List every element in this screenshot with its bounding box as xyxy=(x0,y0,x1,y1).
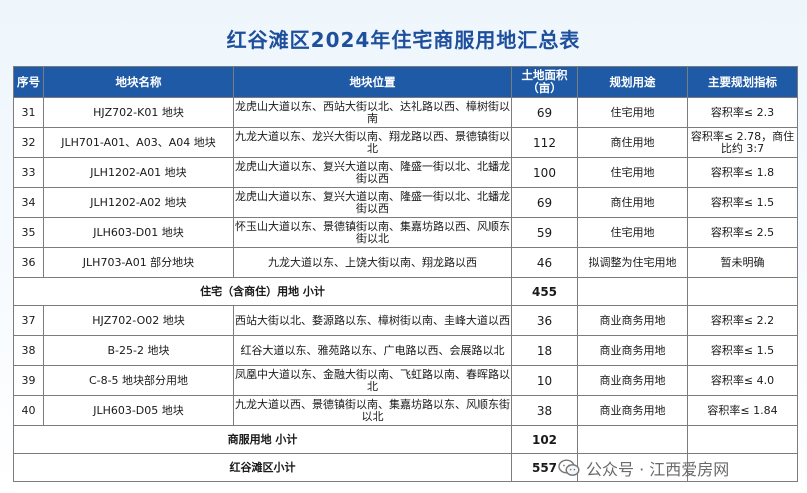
table-row: 32 JLH701-A01、A03、A04 地块 九龙大道以东、龙兴大街以南、翔… xyxy=(13,127,798,158)
cell-use: 商业商务用地 xyxy=(577,365,688,396)
cell-indicator: 暂未明确 xyxy=(687,247,798,278)
cell-use: 住宅用地 xyxy=(577,157,688,188)
cell-indicator: 容积率≤ 2.78，商住比约 3:7 xyxy=(687,127,798,158)
subtotal-area: 102 xyxy=(511,425,578,454)
cell-name: JLH703-A01 部分地块 xyxy=(43,247,234,278)
cell-indicator: 容积率≤ 1.8 xyxy=(687,157,798,188)
table-row: 39 C-8-5 地块部分用地 凤凰中大道以东、金融大街以南、飞虹路以南、春晖路… xyxy=(13,365,798,396)
footer-text: 公众号 · 江西爱房网 xyxy=(586,460,730,479)
table-row: 36 JLH703-A01 部分地块 九龙大道以东、上饶大街以南、翔龙路以西 4… xyxy=(13,247,798,278)
cell-name: JLH1202-A02 地块 xyxy=(43,187,234,218)
page-title: 红谷滩区2024年住宅商服用地汇总表 xyxy=(226,28,581,52)
cell-name: C-8-5 地块部分用地 xyxy=(43,365,234,396)
cell-no: 33 xyxy=(13,157,44,188)
cell-location: 西站大街以北、婺源路以东、樟树街以南、圭峰大道以西 xyxy=(233,305,512,336)
cell-use: 商住用地 xyxy=(577,187,688,218)
header-name: 地块名称 xyxy=(43,66,234,98)
cell-indicator: 容积率≤ 2.2 xyxy=(687,305,798,336)
subtotal-empty-indicator xyxy=(687,425,798,454)
cell-area: 100 xyxy=(511,157,578,188)
cell-area: 69 xyxy=(511,187,578,218)
table-row: 35 JLH603-D01 地块 怀玉山大道以东、景德镇街以南、集嘉坊路以西、风… xyxy=(13,217,798,248)
subtotal-row-commercial: 商服用地 小计 102 xyxy=(13,425,798,454)
table-row: 37 HJZ702-O02 地块 西站大街以北、婺源路以东、樟树街以南、圭峰大道… xyxy=(13,305,798,336)
subtotal-row-residential: 住宅（含商住）用地 小计 455 xyxy=(13,277,798,306)
cell-no: 34 xyxy=(13,187,44,218)
header-area-line2: （亩） xyxy=(527,81,562,95)
cell-area: 18 xyxy=(511,335,578,366)
cell-indicator: 容积率≤ 2.3 xyxy=(687,97,798,128)
cell-area: 59 xyxy=(511,217,578,248)
cell-indicator: 容积率≤ 1.84 xyxy=(687,395,798,426)
subtotal-label: 商服用地 小计 xyxy=(13,425,512,454)
cell-indicator: 容积率≤ 1.5 xyxy=(687,335,798,366)
subtotal-empty-use xyxy=(577,425,688,454)
cell-area: 10 xyxy=(511,365,578,396)
cell-location: 龙虎山大道以东、复兴大道以南、隆盛一街以北、北蟠龙街以西 xyxy=(233,187,512,218)
subtotal-label: 住宅（含商住）用地 小计 xyxy=(13,277,512,306)
cell-use: 商业商务用地 xyxy=(577,395,688,426)
total-label: 红谷滩区小计 xyxy=(13,453,512,482)
cell-area: 36 xyxy=(511,305,578,336)
cell-location: 凤凰中大道以东、金融大街以南、飞虹路以南、春晖路以北 xyxy=(233,365,512,396)
cell-use: 商业商务用地 xyxy=(577,305,688,336)
subtotal-empty-indicator xyxy=(687,277,798,306)
cell-location: 九龙大道以东、龙兴大街以南、翔龙路以西、景德镇街以北 xyxy=(233,127,512,158)
cell-no: 39 xyxy=(13,365,44,396)
cell-no: 37 xyxy=(13,305,44,336)
cell-area: 46 xyxy=(511,247,578,278)
wechat-icon xyxy=(558,459,580,476)
cell-name: JLH603-D01 地块 xyxy=(43,217,234,248)
cell-name: JLH701-A01、A03、A04 地块 xyxy=(43,127,234,158)
table-row: 33 JLH1202-A01 地块 龙虎山大道以东、复兴大道以南、隆盛一街以北、… xyxy=(13,157,798,188)
land-summary-table: 序号 地块名称 地块位置 土地面积 （亩） 规划用途 主要规划指标 31 HJZ7… xyxy=(13,66,798,482)
header-use: 规划用途 xyxy=(577,66,688,98)
cell-use: 商住用地 xyxy=(577,127,688,158)
header-area-line1: 土地面积 xyxy=(521,68,568,82)
cell-location: 龙虎山大道以东、复兴大道以南、隆盛一街以北、北蟠龙街以西 xyxy=(233,157,512,188)
table-row: 31 HJZ702-K01 地块 龙虎山大道以东、西站大街以北、达礼路以西、樟树… xyxy=(13,97,798,128)
cell-location: 九龙大道以西、景德镇街以南、集嘉坊路以东、风顺东街以北 xyxy=(233,395,512,426)
table-row: 34 JLH1202-A02 地块 龙虎山大道以东、复兴大道以南、隆盛一街以北、… xyxy=(13,187,798,218)
cell-location: 九龙大道以东、上饶大街以南、翔龙路以西 xyxy=(233,247,512,278)
cell-no: 40 xyxy=(13,395,44,426)
cell-name: HJZ702-O02 地块 xyxy=(43,305,234,336)
cell-name: JLH603-D05 地块 xyxy=(43,395,234,426)
table-header-row: 序号 地块名称 地块位置 土地面积 （亩） 规划用途 主要规划指标 xyxy=(13,66,798,98)
cell-location: 怀玉山大道以东、景德镇街以南、集嘉坊路以西、风顺东街以北 xyxy=(233,217,512,248)
total-row: 红谷滩区小计 557 xyxy=(13,453,798,482)
footer-credit: 公众号 · 江西爱房网 xyxy=(558,456,729,480)
subtotal-empty-use xyxy=(577,277,688,306)
total-empty-indicator xyxy=(687,453,798,482)
subtotal-area: 455 xyxy=(511,277,578,306)
cell-area: 112 xyxy=(511,127,578,158)
cell-no: 36 xyxy=(13,247,44,278)
cell-no: 35 xyxy=(13,217,44,248)
table-row: 38 B-25-2 地块 红谷大道以东、雅苑路以东、广电路以西、会展路以北 18… xyxy=(13,335,798,366)
cell-area: 69 xyxy=(511,97,578,128)
cell-use: 住宅用地 xyxy=(577,217,688,248)
cell-name: JLH1202-A01 地块 xyxy=(43,157,234,188)
cell-use: 拟调整为住宅用地 xyxy=(577,247,688,278)
cell-indicator: 容积率≤ 4.0 xyxy=(687,365,798,396)
table-row: 40 JLH603-D05 地块 九龙大道以西、景德镇街以南、集嘉坊路以东、风顺… xyxy=(13,395,798,426)
cell-name: B-25-2 地块 xyxy=(43,335,234,366)
cell-indicator: 容积率≤ 1.5 xyxy=(687,187,798,218)
cell-name: HJZ702-K01 地块 xyxy=(43,97,234,128)
cell-no: 38 xyxy=(13,335,44,366)
header-area: 土地面积 （亩） xyxy=(511,66,578,98)
total-empty-use xyxy=(577,453,688,482)
header-no: 序号 xyxy=(13,66,44,98)
cell-location: 龙虎山大道以东、西站大街以北、达礼路以西、樟树街以南 xyxy=(233,97,512,128)
cell-area: 38 xyxy=(511,395,578,426)
header-indicator: 主要规划指标 xyxy=(687,66,798,98)
cell-no: 32 xyxy=(13,127,44,158)
cell-no: 31 xyxy=(13,97,44,128)
cell-use: 住宅用地 xyxy=(577,97,688,128)
cell-location: 红谷大道以东、雅苑路以东、广电路以西、会展路以北 xyxy=(233,335,512,366)
cell-use: 商业商务用地 xyxy=(577,335,688,366)
cell-indicator: 容积率≤ 2.5 xyxy=(687,217,798,248)
header-location: 地块位置 xyxy=(233,66,512,98)
